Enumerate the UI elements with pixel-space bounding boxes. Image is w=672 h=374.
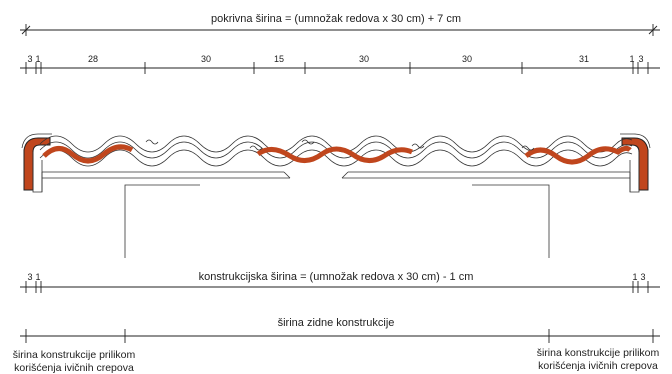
covering-width-title: pokrivna širina = (umnožak redova x 30 c…: [211, 13, 461, 25]
note-right-line1: širina konstrukcije prilikom: [537, 347, 660, 359]
segment-label: 28: [88, 54, 98, 64]
left-edge-tile: [23, 137, 51, 191]
segment-label: 3: [640, 272, 645, 282]
segment-label: 30: [359, 54, 369, 64]
note-left: širina konstrukcije prilikom korišćenja …: [13, 349, 136, 374]
highlight-tile-left: [42, 144, 134, 164]
segment-dimension: 3 1 28 30 15 30 30 31 1 3: [20, 54, 660, 74]
covering-width-dimension: pokrivna širina = (umnožak redova x 30 c…: [20, 13, 660, 36]
segment-label: 1: [35, 54, 40, 64]
note-left-line1: širina konstrukcije prilikom: [13, 349, 136, 361]
right-edge-tile: [621, 137, 649, 191]
note-right: širina konstrukcije prilikom korišćenja …: [537, 347, 660, 372]
highlight-tile-center: [256, 146, 413, 163]
segment-label: 30: [462, 54, 472, 64]
construction-width-dimension: 3 1 1 3 konstrukcijska širina = (umnožak…: [20, 271, 660, 293]
construction-width-title: konstrukcijska širina = (umnožak redova …: [199, 271, 474, 283]
wall-width-title: širina zidne konstrukcije: [278, 317, 395, 329]
note-right-line2: korišćenja ivičnih crepova: [538, 360, 658, 372]
tile-cross-section: [21, 133, 651, 193]
segment-label: 31: [579, 54, 589, 64]
segment-label: 15: [274, 54, 284, 64]
wall-width-dimension: širina zidne konstrukcije: [20, 317, 660, 343]
highlight-tile-right: [524, 145, 632, 165]
segment-label: 3: [27, 272, 32, 282]
segment-label: 1: [629, 54, 634, 64]
segment-label: 30: [201, 54, 211, 64]
segment-label: 1: [35, 272, 40, 282]
tile-wave-lower: [39, 149, 633, 167]
segment-label: 1: [632, 272, 637, 282]
batten-left: [41, 171, 291, 192]
segment-label: 3: [638, 54, 643, 64]
note-left-line2: korišćenja ivičnih crepova: [14, 362, 134, 374]
segment-label: 3: [27, 54, 32, 64]
batten-right: [341, 171, 631, 192]
wall-construction: [124, 184, 550, 258]
